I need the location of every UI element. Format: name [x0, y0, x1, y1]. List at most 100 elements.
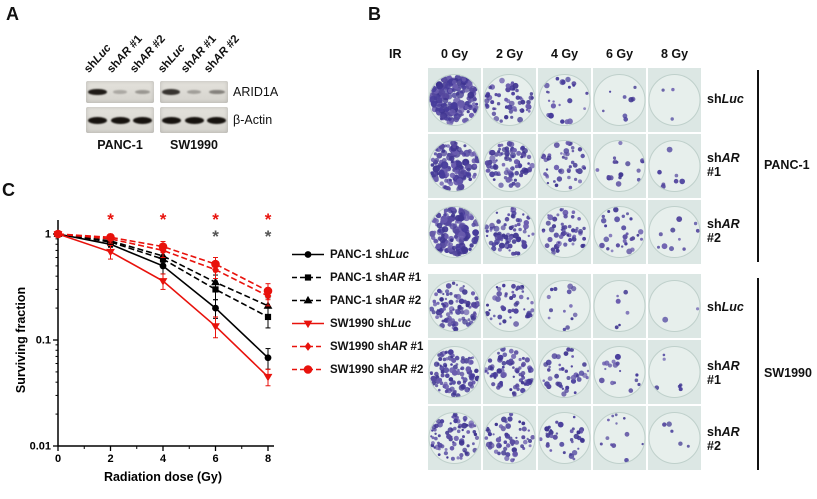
dose-label: 4 Gy [550, 47, 579, 61]
colony-well [428, 134, 481, 198]
legend-item: PANC-1 shLuc [291, 243, 423, 266]
colony-well [483, 340, 536, 404]
colony-row-label: shLuc [707, 300, 744, 314]
protein-band [207, 116, 227, 124]
colony-row-label: shAR #2 [707, 217, 740, 246]
colony-well [483, 200, 536, 264]
protein-band [184, 116, 204, 124]
colony-well [483, 274, 536, 338]
svg-text:0.1: 0.1 [36, 335, 51, 347]
colony-well [593, 406, 646, 470]
group-bracket [757, 278, 759, 470]
cell-line-label: SW1990 [170, 138, 218, 152]
svg-text:*: * [107, 210, 114, 229]
svg-text:8: 8 [265, 453, 271, 465]
western-blot [86, 81, 154, 103]
group-label: PANC-1 [764, 158, 810, 172]
colony-well [483, 406, 536, 470]
legend-item: PANC-1 shAR #2 [291, 289, 423, 312]
colony-grid [428, 68, 701, 472]
legend-item: SW1990 shLuc [291, 312, 423, 335]
protein-band [162, 88, 181, 96]
legend-label: PANC-1 shLuc [330, 248, 410, 261]
protein-label: ARID1A [233, 85, 279, 99]
svg-text:Radiation dose (Gy): Radiation dose (Gy) [104, 470, 222, 484]
legend-label: SW1990 shLuc [330, 317, 412, 330]
colony-well [428, 340, 481, 404]
colony-well [538, 68, 591, 132]
survival-chart: 1 0.1 0.01 0 2 4 6 8 Radiation dose (Gy) Survivin… [14, 210, 274, 484]
svg-text:*: * [212, 227, 219, 246]
colony-row-label: shAR #1 [707, 151, 740, 180]
legend-marker-icon [292, 251, 324, 258]
legend-marker-icon [292, 274, 324, 281]
protein-band [112, 90, 128, 94]
group-label: SW1990 [764, 366, 812, 380]
legend-marker-icon [292, 295, 324, 304]
protein-band [87, 116, 107, 124]
svg-text:Surviving fraction: Surviving fraction [14, 287, 28, 393]
colony-well [538, 406, 591, 470]
svg-text:*: * [265, 227, 272, 246]
colony-well [593, 274, 646, 338]
panel-c-label: C [2, 180, 15, 200]
dose-label: 0 Gy [440, 47, 469, 61]
svg-text:*: * [160, 210, 167, 229]
chart-legend: PANC-1 shLuc PANC-1 shAR #1 PANC-1 shAR #2… [291, 243, 423, 381]
colony-well [538, 274, 591, 338]
cell-line-label: PANC-1 [97, 138, 143, 152]
colony-row-label: shAR #1 [707, 359, 740, 388]
protein-label: β-Actin [233, 113, 273, 127]
colony-well [428, 200, 481, 264]
dose-label: 2 Gy [495, 47, 524, 61]
colony-well [428, 274, 481, 338]
protein-band [135, 89, 151, 95]
svg-text:0: 0 [55, 453, 61, 465]
svg-text:4: 4 [160, 453, 167, 465]
colony-row-label: shAR #2 [707, 425, 740, 454]
protein-band [87, 88, 107, 96]
colony-well [648, 134, 701, 198]
colony-well [648, 406, 701, 470]
protein-band [208, 89, 225, 95]
colony-well [648, 68, 701, 132]
colony-well [538, 340, 591, 404]
protein-band [186, 89, 202, 95]
legend-marker-icon [292, 342, 324, 351]
svg-text:0.01: 0.01 [30, 441, 51, 453]
colony-well [593, 200, 646, 264]
colony-well [428, 68, 481, 132]
legend-item: PANC-1 shAR #1 [291, 266, 423, 289]
colony-well [648, 340, 701, 404]
dose-label: 6 Gy [605, 47, 634, 61]
svg-text:2: 2 [107, 453, 113, 465]
protein-band [161, 116, 181, 124]
legend-label: SW1990 shAR #2 [330, 363, 424, 376]
colony-well [538, 200, 591, 264]
legend-item: SW1990 shAR #1 [291, 335, 423, 358]
western-blot [160, 81, 228, 103]
svg-text:*: * [212, 210, 219, 229]
legend-marker-icon [292, 320, 324, 329]
colony-well [593, 68, 646, 132]
legend-label: PANC-1 shAR #2 [330, 294, 422, 307]
panel-b-label: B [368, 4, 381, 24]
colony-well [593, 340, 646, 404]
legend-label: PANC-1 shAR #1 [330, 271, 422, 284]
colony-well [648, 200, 701, 264]
colony-row-label: shLuc [707, 92, 744, 106]
protein-band [133, 116, 153, 124]
svg-text:1: 1 [45, 229, 51, 241]
protein-band [110, 116, 130, 124]
colony-well [538, 134, 591, 198]
colony-well [483, 134, 536, 198]
legend-item: SW1990 shAR #2 [291, 358, 423, 381]
svg-text:6: 6 [212, 453, 218, 465]
legend-marker-icon [292, 365, 324, 374]
group-bracket [757, 70, 759, 262]
panel-a-label: A [6, 4, 19, 24]
western-blot [86, 107, 154, 133]
colony-well [483, 68, 536, 132]
colony-well [648, 274, 701, 338]
